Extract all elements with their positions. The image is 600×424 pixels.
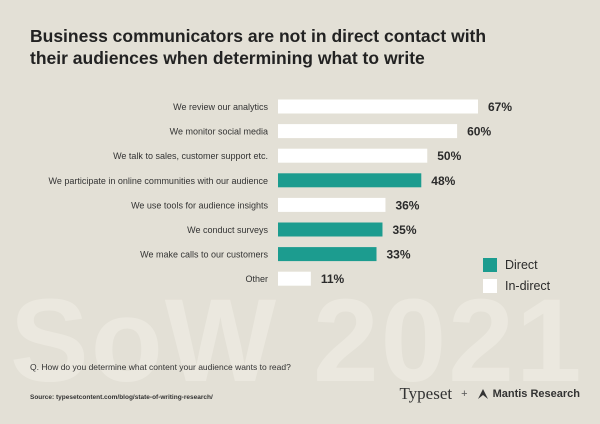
category-label: We conduct surveys — [187, 225, 268, 235]
legend-item-direct: Direct — [483, 256, 550, 273]
bar — [278, 271, 311, 286]
survey-question: Q. How do you determine what content you… — [30, 362, 291, 372]
value-label: 11% — [321, 272, 345, 286]
mantis-research-label: Mantis Research — [492, 388, 580, 400]
legend-item-indirect: In-direct — [483, 277, 550, 294]
mantis-research-logo: Mantis Research — [477, 388, 580, 400]
bar — [278, 197, 386, 212]
category-label: We talk to sales, customer support etc. — [113, 151, 268, 161]
bar — [278, 124, 458, 139]
value-label: 50% — [437, 149, 461, 163]
bar — [278, 222, 383, 237]
source-citation: Source: typesetcontent.com/blog/state-of… — [30, 394, 213, 401]
brand-logos: Typeset + Mantis Research — [399, 384, 580, 404]
value-label: 36% — [395, 198, 419, 212]
chart-title: Business communicators are not in direct… — [30, 25, 550, 69]
typeset-logo: Typeset — [399, 384, 453, 403]
bar — [278, 148, 428, 163]
category-label: We make calls to our customers — [140, 250, 268, 260]
category-label: We participate in online communities wit… — [49, 176, 268, 186]
category-label: We monitor social media — [170, 127, 268, 137]
bar — [278, 99, 478, 114]
chart-title-line-2: their audiences when determining what to… — [30, 48, 425, 68]
legend-swatch-direct — [483, 257, 497, 272]
legend-label-direct: Direct — [505, 257, 538, 272]
plus-sign: + — [461, 388, 468, 400]
bar — [278, 247, 377, 262]
legend-label-indirect: In-direct — [505, 278, 551, 293]
value-label: 67% — [488, 100, 512, 114]
watermark-sow-2021: SoW 2021 — [10, 275, 584, 407]
legend-swatch-indirect — [483, 278, 497, 293]
legend: Direct In-direct — [483, 256, 550, 298]
bar — [278, 173, 422, 188]
category-label: Other — [245, 274, 268, 284]
value-label: 33% — [387, 248, 411, 262]
category-label: We review our analytics — [173, 102, 268, 112]
chart-title-line-1: Business communicators are not in direct… — [30, 26, 487, 46]
value-label: 60% — [467, 125, 491, 139]
mantis-icon — [477, 389, 488, 399]
value-label: 35% — [392, 223, 416, 237]
category-label: We use tools for audience insights — [131, 200, 268, 210]
value-label: 48% — [431, 174, 455, 188]
